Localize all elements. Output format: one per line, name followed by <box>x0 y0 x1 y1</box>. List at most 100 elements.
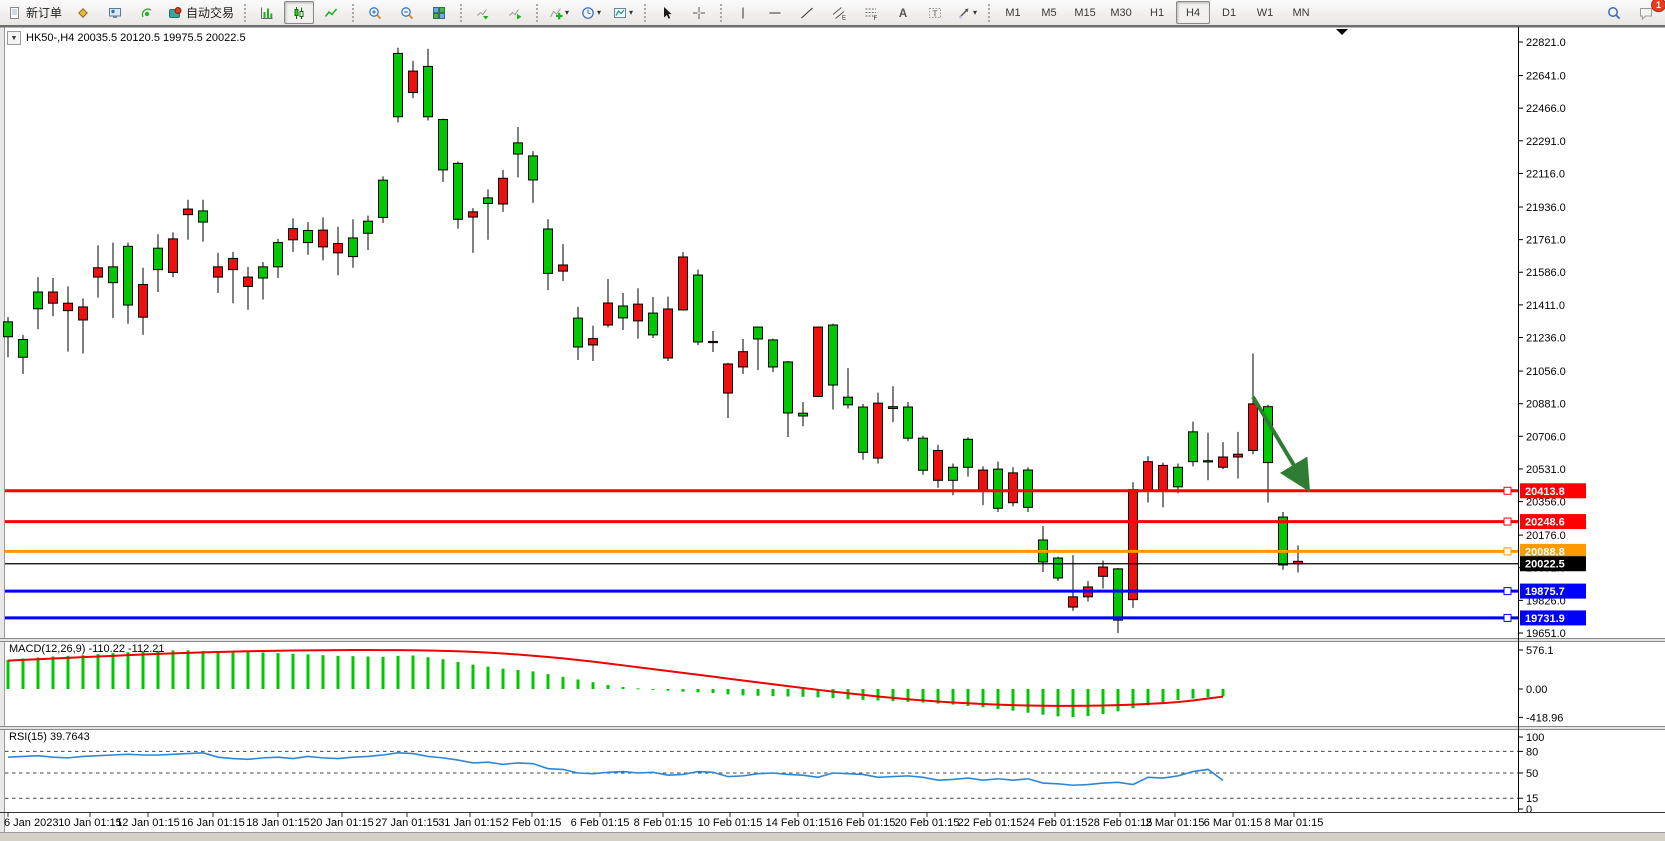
horizontal-lines[interactable] <box>5 486 1518 622</box>
new-order-button[interactable]: 新订单 <box>4 1 66 24</box>
svg-text:22116.0: 22116.0 <box>1526 168 1565 180</box>
chart-canvas[interactable]: 22821.0 22641.0 22466.0 22291.0 22116.0 21936… <box>0 26 1665 832</box>
toolbar-grip[interactable] <box>244 3 247 22</box>
toolbar-grip[interactable] <box>460 3 463 22</box>
rsi-line <box>7 752 1224 787</box>
svg-text:A: A <box>899 8 907 20</box>
svg-text:22466.0: 22466.0 <box>1526 103 1566 115</box>
tab-timeframe-m30[interactable]: M30 <box>1110 6 1132 19</box>
notification-badge: 1 <box>1650 0 1665 12</box>
autoscroll-icon <box>477 8 489 19</box>
fibonacci-button[interactable]: F <box>856 1 886 24</box>
candles <box>3 47 1303 634</box>
monitor-icon <box>109 7 122 18</box>
svg-text:20022.5: 20022.5 <box>1525 559 1565 571</box>
svg-text:100: 100 <box>1526 732 1544 744</box>
svg-text:19875.7: 19875.7 <box>1525 586 1565 598</box>
horizontal-line-button[interactable] <box>760 1 790 24</box>
svg-text:8 Feb 01:15: 8 Feb 01:15 <box>634 817 693 829</box>
svg-text:21761.0: 21761.0 <box>1526 235 1566 247</box>
svg-text:10 Feb 01:15: 10 Feb 01:15 <box>698 817 763 829</box>
svg-text:2 Mar 01:15: 2 Mar 01:15 <box>1146 817 1205 829</box>
tab-timeframe-h1[interactable]: H1 <box>1150 6 1165 19</box>
chart-shift-button[interactable] <box>500 1 530 24</box>
auto-trading-label: 自动交易 <box>186 6 235 20</box>
vertical-line-button[interactable] <box>728 1 758 24</box>
tab-timeframe-h4[interactable]: H4 <box>1176 1 1211 24</box>
dropdown-caret-icon[interactable]: ▾ <box>973 8 978 17</box>
market-watch-button[interactable] <box>100 1 130 24</box>
macd-indicator-label: MACD(12,26,9) -110.22 -112.21 <box>9 643 165 655</box>
crosshair-button[interactable] <box>684 1 714 24</box>
trend-arrow-annotation[interactable] <box>1251 395 1311 493</box>
indicators-list-button[interactable]: ▾ <box>544 1 574 24</box>
search-button[interactable] <box>1599 1 1629 24</box>
svg-text:21411.0: 21411.0 <box>1526 300 1565 312</box>
candlestick-mode-button[interactable] <box>284 1 315 24</box>
svg-text:20 Jan 01:15: 20 Jan 01:15 <box>310 817 374 829</box>
tab-timeframe-d1[interactable]: D1 <box>1222 6 1237 19</box>
bars-icon <box>261 7 273 19</box>
toolbar-grip[interactable] <box>352 3 355 22</box>
svg-text:6 Jan 2023: 6 Jan 2023 <box>4 817 58 829</box>
dropdown-caret-icon[interactable]: ▾ <box>597 8 602 17</box>
tab-timeframe-mn[interactable]: MN <box>1292 6 1310 19</box>
navigator-button[interactable] <box>68 1 98 24</box>
rsi-indicator-label: RSI(15) 39.7643 <box>9 731 90 743</box>
cursor-button[interactable] <box>652 1 682 24</box>
line-chart-mode-button[interactable] <box>316 1 346 24</box>
svg-text:6 Mar 01:15: 6 Mar 01:15 <box>1204 817 1263 829</box>
macd-signal-line <box>7 649 1224 707</box>
template-icon <box>614 7 627 18</box>
auto-scroll-button[interactable] <box>468 1 498 24</box>
svg-text:20706.0: 20706.0 <box>1526 431 1566 443</box>
svg-text:576.1: 576.1 <box>1526 645 1554 657</box>
zoom-out-button[interactable] <box>392 1 422 24</box>
svg-text:F: F <box>874 15 878 19</box>
text-button[interactable]: A <box>888 1 918 24</box>
gold-diamond-icon <box>78 7 88 18</box>
tab-timeframe-m15[interactable]: M15 <box>1074 6 1096 19</box>
zoom-in-button[interactable] <box>360 1 390 24</box>
svg-text:22821.0: 22821.0 <box>1526 37 1566 49</box>
toolbar-grip[interactable] <box>644 3 647 22</box>
hline-icon <box>769 12 781 13</box>
scroll-marker-icon[interactable] <box>1336 29 1348 35</box>
arrows-button[interactable]: ▾ <box>952 1 982 24</box>
periods-button[interactable]: ▾ <box>576 1 606 24</box>
bar-chart-mode-button[interactable] <box>252 1 282 24</box>
shapes-icon <box>959 8 969 18</box>
svg-text:22 Feb 01:15: 22 Feb 01:15 <box>958 817 1023 829</box>
chat-button[interactable]: 1 <box>1631 0 1665 24</box>
new-order-label: 新订单 <box>26 6 63 20</box>
svg-text:28 Feb 01:15: 28 Feb 01:15 <box>1088 817 1153 829</box>
channel-icon: E <box>832 6 846 20</box>
svg-text:19731.9: 19731.9 <box>1525 613 1565 625</box>
trendline-button[interactable] <box>792 1 822 24</box>
chevron-down-icon[interactable]: ▼ <box>7 31 21 45</box>
tab-timeframe-m5[interactable]: M5 <box>1041 6 1057 19</box>
dropdown-caret-icon[interactable]: ▾ <box>565 8 570 17</box>
svg-text:20176.0: 20176.0 <box>1526 530 1566 542</box>
macd-axis-ticks: 576.1 0.00 -418.96 <box>1518 645 1563 724</box>
tab-timeframe-w1[interactable]: W1 <box>1256 6 1274 19</box>
svg-text:12 Jan 01:15: 12 Jan 01:15 <box>116 817 180 829</box>
data-window-button[interactable] <box>132 1 162 24</box>
svg-text:20881.0: 20881.0 <box>1526 399 1566 411</box>
toolbar-grip[interactable] <box>720 3 723 22</box>
tile-windows-button[interactable] <box>424 1 454 24</box>
svg-text:20 Feb 01:15: 20 Feb 01:15 <box>895 817 960 829</box>
text-label-button[interactable]: T <box>920 1 950 24</box>
toolbar-grip[interactable] <box>536 3 539 22</box>
templates-button[interactable]: ▾ <box>608 1 638 24</box>
svg-text:16 Jan 01:15: 16 Jan 01:15 <box>181 817 245 829</box>
svg-text:8 Mar 01:15: 8 Mar 01:15 <box>1265 817 1324 829</box>
line-mode-icon <box>324 8 338 17</box>
dropdown-caret-icon[interactable]: ▾ <box>629 8 634 17</box>
svg-text:50: 50 <box>1526 768 1538 780</box>
tab-timeframe-m1[interactable]: M1 <box>1005 6 1021 19</box>
svg-text:18 Jan 01:15: 18 Jan 01:15 <box>246 817 310 829</box>
auto-trading-button[interactable]: 自动交易 <box>164 1 238 24</box>
toolbar-grip[interactable] <box>988 3 991 22</box>
equidistant-channel-button[interactable]: E <box>824 1 854 24</box>
